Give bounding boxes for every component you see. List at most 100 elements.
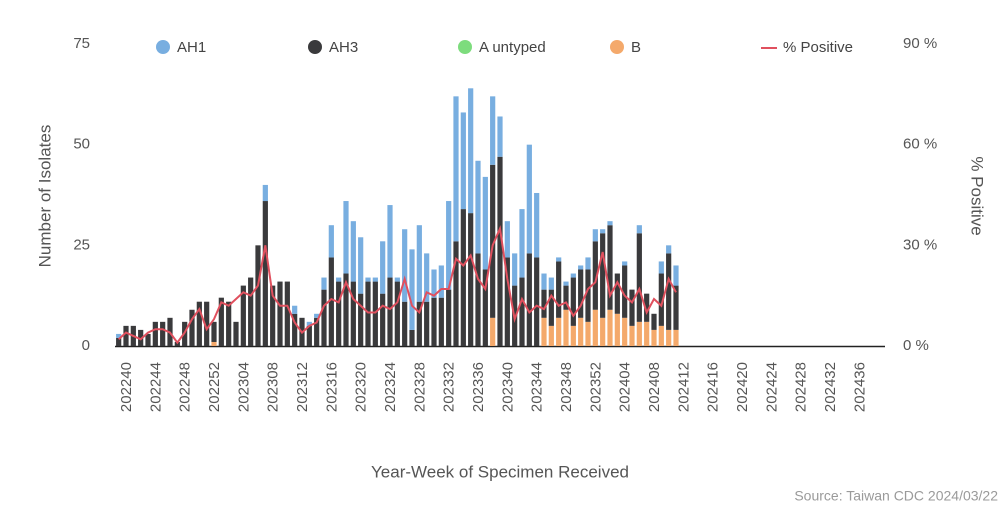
bar-segment: [350, 281, 356, 346]
bar-segment: [563, 309, 569, 346]
x-tick-label: 202340: [499, 362, 516, 412]
bar-segment: [292, 313, 298, 346]
bar-segment: [658, 261, 664, 274]
bar-segment: [475, 253, 481, 346]
x-tick-label: 202404: [617, 362, 634, 412]
bar-segment: [578, 269, 584, 318]
bar-segment: [629, 289, 635, 326]
bar-segment: [475, 160, 481, 254]
bar-segment: [541, 273, 547, 290]
bar-segment: [673, 329, 679, 346]
bar-segment: [218, 297, 224, 346]
bar-segment: [556, 317, 562, 346]
bar-segment: [534, 192, 540, 258]
x-axis-title: Year-Week of Specimen Received: [371, 462, 629, 481]
bar-segment: [504, 257, 510, 346]
bar-segment: [336, 281, 342, 346]
legend-label: A untyped: [479, 39, 546, 56]
bar-segment: [365, 277, 371, 282]
x-tick-label: 202304: [235, 362, 252, 412]
bar-segment: [482, 269, 488, 346]
bar-segment: [306, 321, 312, 326]
y2-tick-label: 0 %: [903, 337, 929, 354]
bar-segment: [321, 289, 327, 346]
bar-segment: [424, 301, 430, 346]
bar-segment: [563, 281, 569, 286]
bar-segment: [556, 261, 562, 318]
bar-segment: [409, 329, 415, 346]
bar-segment: [592, 241, 598, 310]
x-tick-label: 202320: [353, 362, 370, 412]
bar-segment: [592, 229, 598, 242]
bar-segment: [541, 289, 547, 318]
bar-segment: [526, 144, 532, 254]
legend-label: % Positive: [783, 39, 853, 56]
y-tick-label: 0: [82, 337, 90, 354]
bar-segment: [497, 156, 503, 346]
bar-segment: [636, 321, 642, 346]
legend-swatch: [156, 40, 170, 54]
bar-segment: [453, 241, 459, 346]
bar-segment: [116, 333, 122, 338]
bar-segment: [387, 205, 393, 278]
bar-segment: [636, 233, 642, 322]
bar-segment: [424, 253, 430, 302]
bar-segment: [490, 96, 496, 165]
x-tick-label: 202308: [265, 362, 282, 412]
bar-segment: [343, 273, 349, 346]
bar-segment: [328, 257, 334, 346]
bar-segment: [658, 273, 664, 326]
bar-segment: [438, 297, 444, 346]
bar-segment: [262, 201, 268, 346]
bar-segment: [277, 281, 283, 346]
bar-segment: [666, 253, 672, 330]
x-tick-label: 202324: [382, 362, 399, 412]
bar-segment: [306, 325, 312, 346]
bar-segment: [372, 281, 378, 346]
bar-segment: [666, 329, 672, 346]
bar-segment: [548, 325, 554, 346]
bar-segment: [233, 321, 239, 346]
x-tick-label: 202412: [675, 362, 692, 412]
bar-segment: [526, 253, 532, 346]
bar-segment: [607, 221, 613, 226]
bar-segment: [570, 325, 576, 346]
bar-segment: [490, 317, 496, 346]
bar-segment: [600, 233, 606, 318]
bar-segment: [585, 257, 591, 270]
bar-segment: [512, 253, 518, 286]
y2-axis-title: % Positive: [968, 156, 987, 235]
bar-segment: [570, 273, 576, 278]
bar-segment: [490, 164, 496, 318]
bar-segment: [343, 201, 349, 274]
bar-segment: [402, 229, 408, 302]
x-tick-label: 202336: [470, 362, 487, 412]
bar-segment: [460, 209, 466, 346]
bar-segment: [651, 313, 657, 330]
bar-segment: [270, 285, 276, 346]
bar-segment: [644, 321, 650, 346]
bar-segment: [446, 289, 452, 346]
bar-segment: [240, 285, 246, 346]
bar-segment: [211, 341, 217, 346]
bar-segment: [666, 245, 672, 254]
source-note: Source: Taiwan CDC 2024/03/22: [794, 488, 998, 504]
bar-segment: [629, 325, 635, 346]
legend-swatch: [458, 40, 472, 54]
bar-segment: [570, 277, 576, 326]
bar-segment: [380, 293, 386, 346]
bar-segment: [585, 269, 591, 322]
bar-segment: [262, 184, 268, 202]
bar-segment: [328, 225, 334, 258]
bar-segment: [556, 257, 562, 262]
bar-segment: [431, 297, 437, 346]
bar-segment: [600, 229, 606, 234]
legend-swatch: [308, 40, 322, 54]
bar-segment: [248, 277, 254, 346]
bar-segment: [578, 317, 584, 346]
bar-segment: [607, 309, 613, 346]
bar-segment: [497, 116, 503, 157]
bar-segment: [431, 269, 437, 298]
x-tick-label: 202424: [763, 362, 780, 412]
bar-segment: [460, 112, 466, 210]
